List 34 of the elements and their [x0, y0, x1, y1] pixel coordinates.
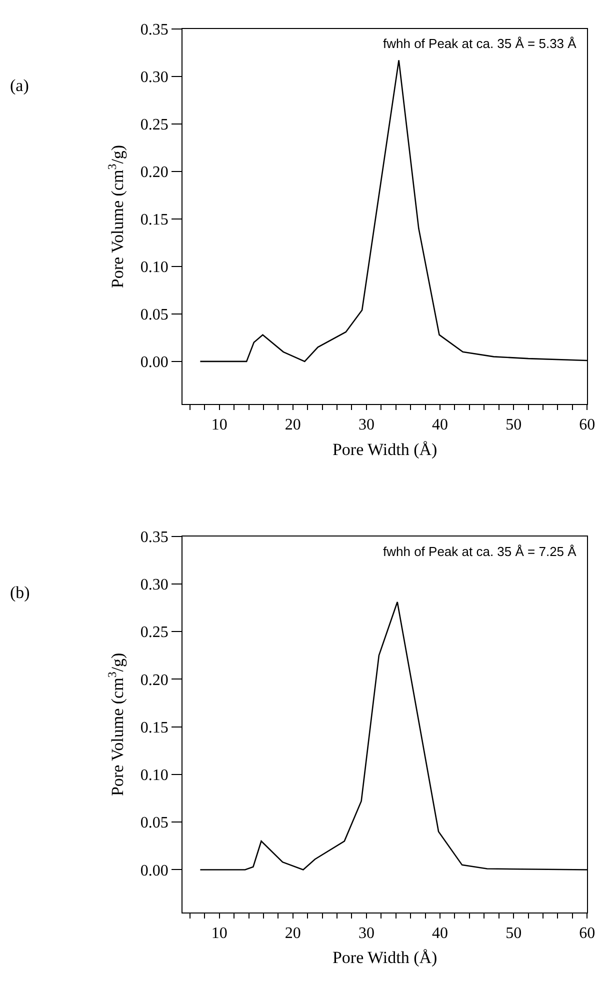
x-tick-label: 30	[358, 416, 374, 434]
x-tick-label: 40	[432, 416, 448, 434]
y-tick-label: 0.30	[140, 576, 168, 594]
x-tick-label: 50	[506, 416, 522, 434]
y-tick-label: 0.20	[140, 164, 168, 181]
annotation: fwhh of Peak at ca. 35 Å = 7.25 Å	[383, 544, 577, 559]
x-tick-label: 30	[358, 924, 374, 942]
annotation: fwhh of Peak at ca. 35 Å = 5.33 Å	[383, 36, 577, 51]
x-tick-label: 50	[506, 924, 522, 942]
y-tick-label: 0.10	[140, 259, 168, 276]
y-tick-label: 0.35	[140, 21, 168, 38]
x-tick-label: 20	[284, 924, 301, 942]
y-tick-label: 0.35	[140, 528, 168, 546]
x-axis-title: Pore Width (Å)	[332, 948, 438, 968]
x-tick-label: 60	[579, 924, 596, 942]
y-tick-label: 0.05	[140, 814, 168, 832]
x-tick-label: 10	[211, 416, 228, 434]
y-tick-label: 0.00	[140, 354, 168, 372]
text: (b)	[10, 583, 30, 602]
y-tick-label: 0.05	[140, 306, 168, 324]
y-tick-label: 0.15	[140, 719, 168, 736]
y-tick-label: 0.15	[140, 211, 168, 228]
x-axis-title: Pore Width (Å)	[332, 440, 438, 459]
y-tick-label: 0.25	[140, 116, 168, 134]
x-tick-label: 40	[432, 924, 448, 942]
y-tick-label: 0.30	[140, 68, 168, 86]
text: (a)	[10, 76, 29, 95]
y-tick-label: 0.10	[140, 767, 168, 784]
x-tick-label: 60	[579, 416, 596, 434]
y-tick-label: 0.20	[140, 672, 168, 689]
x-tick-label: 10	[211, 924, 228, 942]
y-tick-label: 0.25	[140, 624, 168, 642]
x-tick-label: 20	[284, 416, 301, 434]
y-tick-label: 0.00	[140, 862, 168, 880]
